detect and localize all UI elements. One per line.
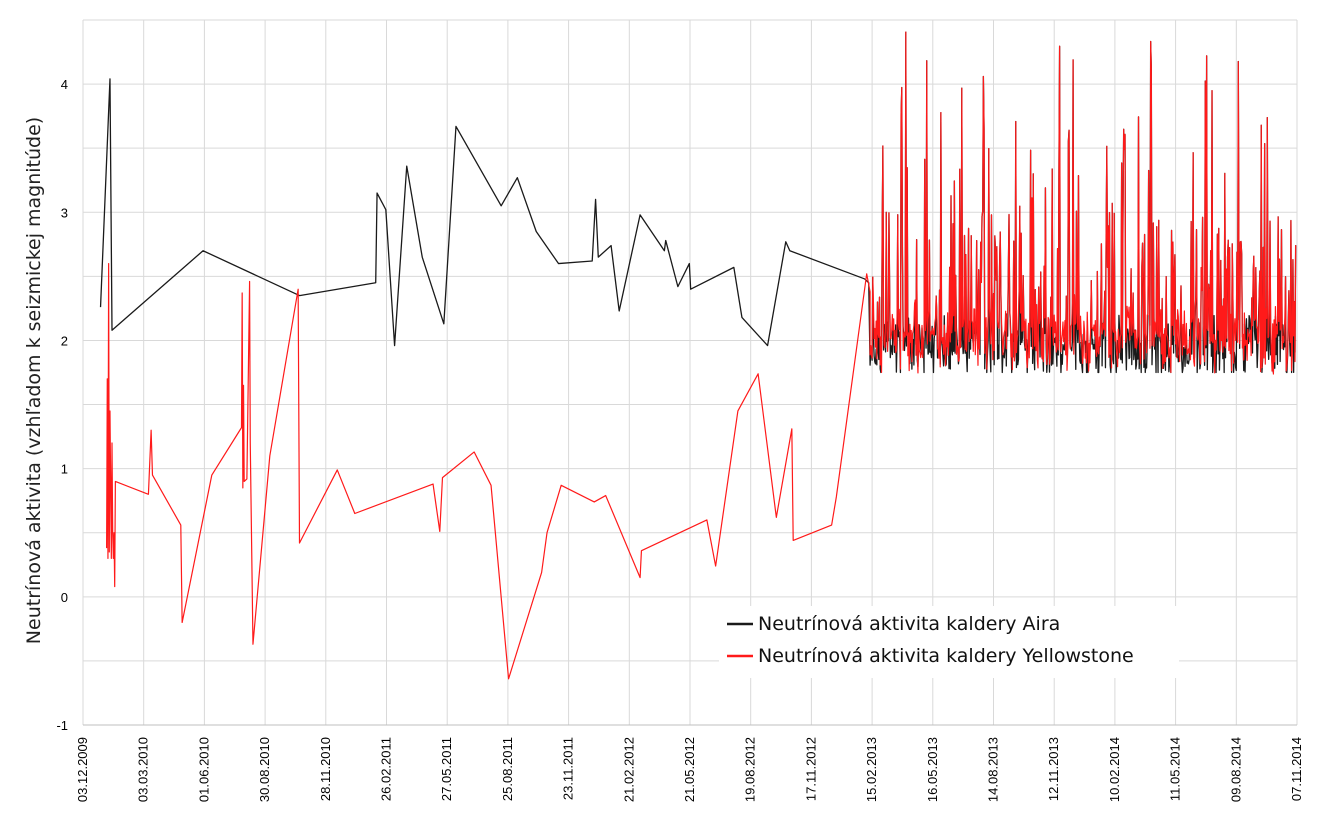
x-tick-label: 14.08.2013	[986, 737, 1001, 802]
x-tick-label: 03.03.2010	[136, 737, 151, 802]
x-tick-label: 25.08.2011	[500, 737, 515, 801]
x-tick-label: 21.02.2012	[621, 737, 636, 802]
y-tick-label: 1	[61, 462, 68, 477]
x-tick-label: 17.11.2012	[803, 737, 818, 801]
x-tick-label: 27.05.2011	[439, 737, 454, 801]
legend-label-yellowstone: Neutrínová aktivita kaldery Yellowstone	[758, 645, 1134, 667]
x-tick-label: 10.02.2014	[1107, 737, 1122, 802]
x-tick-label: 19.08.2012	[743, 737, 758, 802]
x-tick-label: 21.05.2012	[682, 737, 697, 802]
x-tick-label: 16.05.2013	[925, 737, 940, 802]
y-tick-label: 4	[61, 77, 68, 92]
x-tick-label: 15.02.2013	[864, 737, 879, 802]
x-tick-label: 30.08.2010	[257, 737, 272, 802]
x-tick-label: 11.05.2014	[1168, 737, 1183, 801]
x-tick-label: 01.06.2010	[196, 737, 211, 802]
legend: Neutrínová aktivita kaldery Aira Neutrín…	[719, 606, 1179, 678]
legend-label-aira: Neutrínová aktivita kaldery Aira	[758, 613, 1060, 635]
x-tick-label: 23.11.2011	[561, 737, 576, 800]
y-tick-label: -1	[56, 718, 68, 733]
x-tick-label: 12.11.2013	[1046, 737, 1061, 801]
series-line-yellowstone	[106, 31, 1297, 680]
y-tick-label: 2	[61, 333, 68, 348]
y-tick-label: 3	[61, 205, 68, 220]
x-tick-label: 28.11.2010	[318, 737, 333, 801]
y-axis-title: Neutrínová aktivita (vzhľadom k seizmick…	[23, 117, 45, 644]
y-tick-label: 0	[61, 590, 68, 605]
x-tick-label: 09.08.2014	[1228, 737, 1243, 802]
x-tick-label: 03.12.2009	[75, 737, 90, 802]
x-tick-label: 07.11.2014	[1289, 737, 1304, 801]
x-tick-label: 26.02.2011	[379, 737, 394, 801]
